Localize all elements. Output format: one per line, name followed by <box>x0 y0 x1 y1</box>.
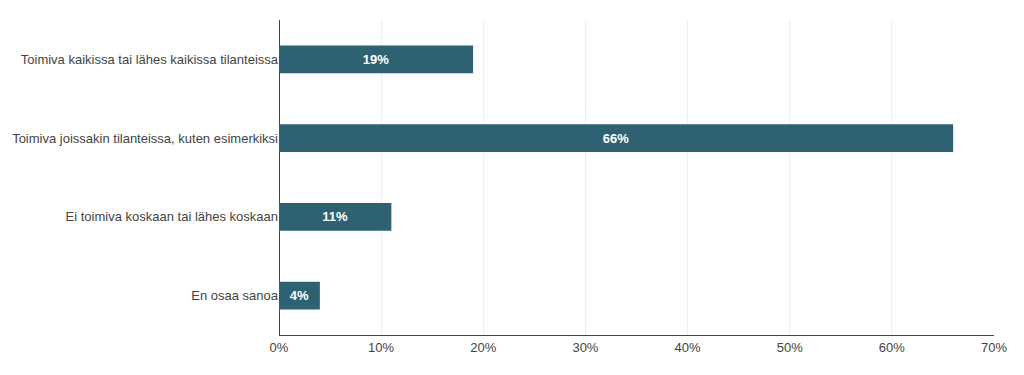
svg-text:0%: 0% <box>270 340 289 355</box>
svg-text:30%: 30% <box>572 340 598 355</box>
svg-text:50%: 50% <box>777 340 803 355</box>
svg-text:70%: 70% <box>981 340 1007 355</box>
svg-text:Toimiva joissakin tilanteissa,: Toimiva joissakin tilanteissa, kuten esi… <box>12 131 278 146</box>
svg-text:Toimiva kaikissa tai lähes kai: Toimiva kaikissa tai lähes kaikissa tila… <box>21 52 279 67</box>
svg-text:19%: 19% <box>363 52 389 67</box>
svg-text:10%: 10% <box>368 340 394 355</box>
svg-text:60%: 60% <box>879 340 905 355</box>
svg-text:En osaa sanoa: En osaa sanoa <box>191 288 279 303</box>
svg-text:Ei toimiva koskaan tai lähes k: Ei toimiva koskaan tai lähes koskaan <box>66 209 278 224</box>
svg-text:11%: 11% <box>322 209 348 224</box>
svg-text:66%: 66% <box>603 131 629 146</box>
svg-text:40%: 40% <box>675 340 701 355</box>
svg-text:4%: 4% <box>290 288 309 303</box>
svg-text:20%: 20% <box>470 340 496 355</box>
